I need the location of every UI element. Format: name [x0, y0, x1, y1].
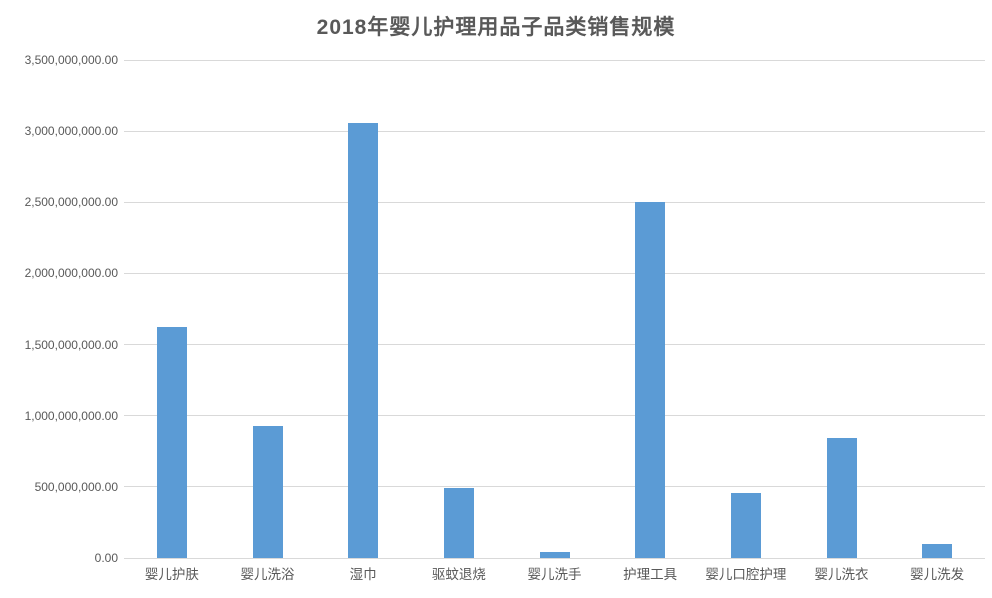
bar-1: [156, 327, 187, 558]
bar-7: [730, 492, 761, 558]
x-axis-category-label: 护理工具: [623, 567, 678, 582]
y-gridline: [124, 272, 985, 274]
bar-4: [443, 488, 474, 558]
y-axis-tick-label: 0.00: [94, 551, 118, 565]
x-axis-category-label: 湿巾: [349, 567, 377, 582]
y-axis-tick-label: 1,000,000,000.00: [24, 408, 118, 423]
x-axis-category-label: 婴儿洗发: [910, 567, 965, 582]
y-gridline: [124, 344, 985, 346]
y-axis-tick-label: 1,500,000,000.00: [24, 337, 118, 352]
y-axis-tick-label: 500,000,000.00: [34, 479, 118, 494]
y-axis-tick-label: 2,000,000,000.00: [24, 266, 118, 281]
x-axis-category-label: 婴儿洗手: [527, 567, 582, 582]
x-axis-category-label: 婴儿护肤: [144, 567, 199, 582]
y-gridline: [124, 557, 985, 559]
y-gridline: [124, 415, 985, 417]
bar-8: [826, 438, 857, 558]
y-gridline: [124, 59, 985, 61]
y-gridline: [124, 486, 985, 488]
y-axis-tick-label: 3,000,000,000.00: [24, 124, 118, 139]
x-axis-category-label: 婴儿洗衣: [814, 567, 869, 582]
y-gridline: [124, 130, 985, 132]
y-axis-tick-label: 3,500,000,000.00: [24, 53, 118, 67]
y-gridline: [124, 201, 985, 203]
y-axis-tick-label: 2,500,000,000.00: [24, 195, 118, 210]
bar-6: [635, 202, 666, 558]
x-axis-category-label: 婴儿口腔护理: [705, 567, 787, 582]
chart-title: 2018年婴儿护理用品子品类销售规模: [316, 16, 676, 39]
x-axis-category-label: 驱蚊退烧: [431, 567, 486, 582]
x-axis-category-label: 婴儿洗浴: [240, 567, 295, 582]
bar-5: [539, 552, 570, 558]
bar-3: [348, 122, 379, 558]
bar-9: [922, 543, 953, 558]
bar-2: [252, 425, 283, 558]
